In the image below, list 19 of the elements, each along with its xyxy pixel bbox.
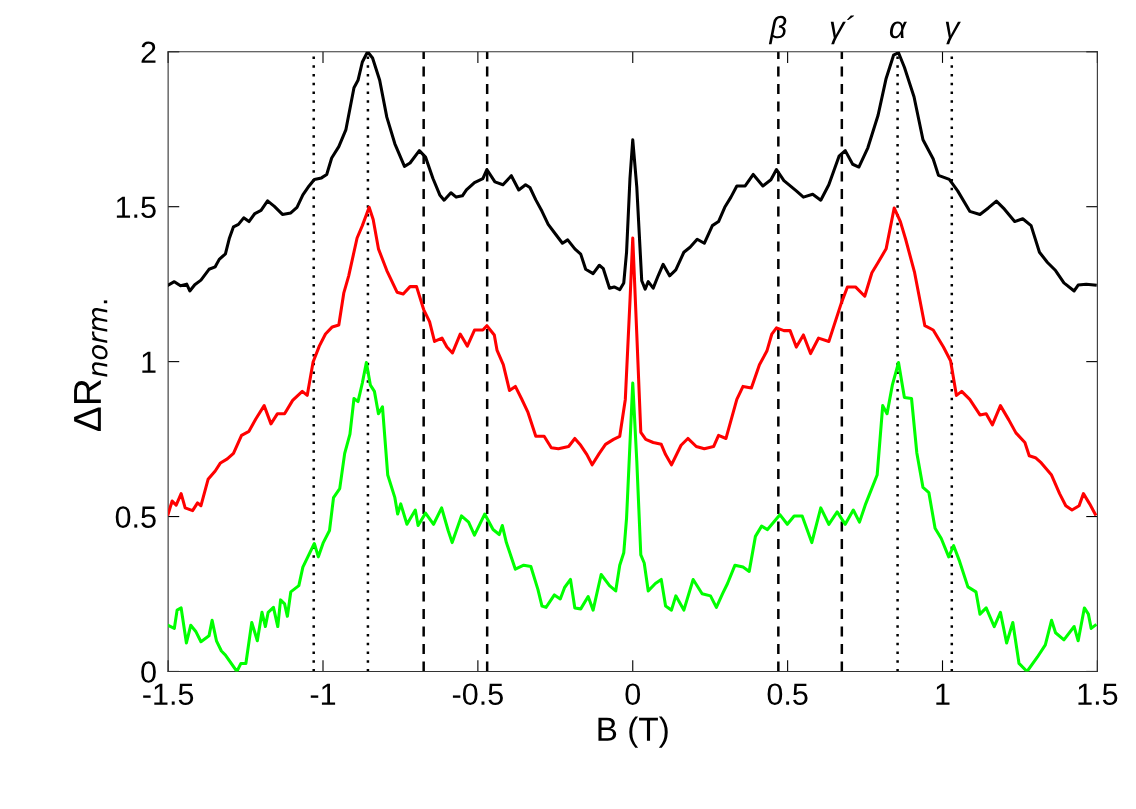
x-tick-label: -0.5 (452, 683, 503, 706)
x-tick-label: 0.5 (767, 683, 808, 706)
x-tick-label: -1.5 (143, 683, 194, 706)
ref-line-label: β (768, 15, 787, 45)
ref-line-label: γ (945, 21, 961, 45)
ref-line-label: α (889, 21, 908, 39)
x-tick-label: 0 (625, 683, 641, 706)
x-axis-title: B (T) (598, 716, 668, 748)
x-tick-label: -1 (310, 683, 336, 705)
y-tick-label: 0 (141, 661, 156, 683)
x-tick-label: 1.5 (1078, 683, 1118, 706)
ref-line-label: γ´ (830, 15, 855, 45)
y-axis-title: ΔR$_{norm.}$ (74, 300, 108, 432)
x-tick-label: 1 (936, 683, 950, 705)
y-tick-label: 1 (142, 351, 156, 373)
y-tick-label: 0.5 (115, 506, 156, 528)
y-tick-label: 1.5 (116, 196, 156, 219)
y-tick-label: 2 (141, 41, 156, 63)
line-series (168, 205, 1097, 516)
